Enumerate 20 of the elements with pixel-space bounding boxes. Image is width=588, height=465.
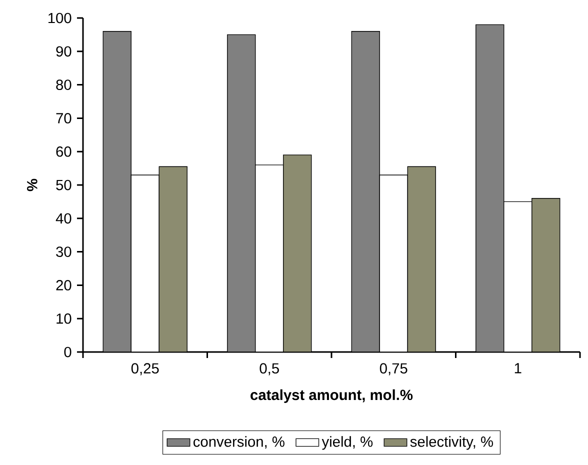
- y-tick-label: 90: [56, 46, 72, 57]
- legend-label: selectivity, %: [410, 436, 493, 450]
- legend-label: yield, %: [322, 436, 373, 450]
- x-tick-label: 0,5: [260, 363, 279, 376]
- y-tick-label: 100: [48, 12, 72, 24]
- x-tick-label: 0,75: [380, 363, 408, 376]
- y-tick-label: 40: [56, 213, 72, 224]
- y-tick-label: 20: [56, 280, 72, 290]
- y-tick-label: 0: [64, 346, 72, 358]
- legend-label: conversion, %: [194, 436, 284, 449]
- y-tick-label: 60: [56, 146, 72, 157]
- y-tick-label: 30: [56, 246, 72, 257]
- y-tick-label: 70: [56, 113, 72, 124]
- y-tick-label: 80: [56, 80, 72, 90]
- y-axis-title: %: [27, 178, 38, 192]
- y-tick-label: 50: [56, 180, 72, 190]
- y-tick-label: 10: [56, 313, 72, 324]
- x-tick-label: 1: [514, 363, 522, 374]
- x-axis-title: catalyst amount, mol.%: [250, 389, 413, 403]
- x-tick-label: 0,25: [131, 363, 159, 376]
